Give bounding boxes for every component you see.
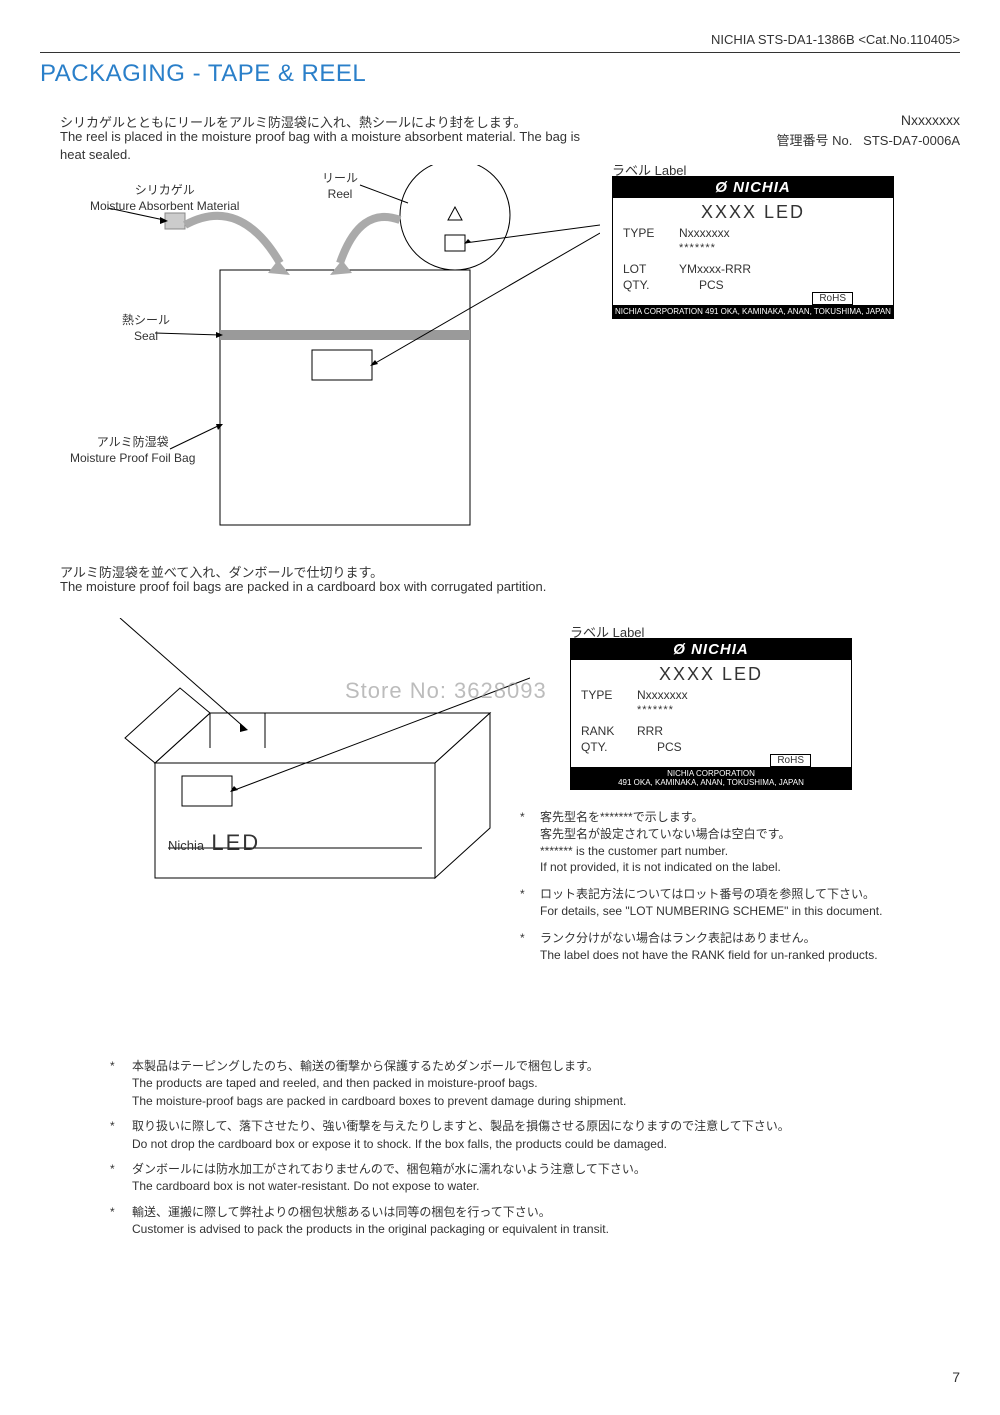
label1-product: XXXX LED xyxy=(613,198,893,225)
label1-qty-val: PCS RoHS xyxy=(679,278,883,304)
label2-rank-val: RRR xyxy=(637,724,841,738)
bottom-note-3: * ダンボールには防水加工がされておりませんので、梱包箱が水に濡れないよう注意し… xyxy=(110,1161,940,1196)
intro-en: The reel is placed in the moisture proof… xyxy=(60,128,600,163)
label1-footer: NICHIA CORPORATION 491 OKA, KAMINAKA, AN… xyxy=(613,305,893,318)
label2-qty-key: QTY. xyxy=(581,740,637,766)
bn4-en: Customer is advised to pack the products… xyxy=(132,1221,940,1238)
label2-qty-val: PCS RoHS xyxy=(637,740,841,766)
label1-lot-key: LOT xyxy=(623,262,679,276)
side-note-3: * ランク分けがない場合はランク表記はありません。 The label does… xyxy=(520,930,960,964)
bn1-jp: 本製品はテーピングしたのち、輸送の衝撃から保護するためダンボールで梱包します。 xyxy=(132,1058,940,1075)
bn3-jp: ダンボールには防水加工がされておりませんので、梱包箱が水に濡れないよう注意して下… xyxy=(132,1161,940,1178)
header-doc-ref: NICHIA STS-DA1-1386B <Cat.No.110405> xyxy=(711,32,960,47)
page-number: 7 xyxy=(952,1369,960,1385)
label1-type-val: Nxxxxxxx******* xyxy=(679,226,883,254)
nichia-label-2: Ø NICHIA XXXX LED TYPE Nxxxxxxx******* R… xyxy=(570,638,852,790)
mgmt-no-label: 管理番号 No. xyxy=(776,133,852,148)
label2-type-val: Nxxxxxxx******* xyxy=(637,688,841,716)
label2-rohs: RoHS xyxy=(770,754,811,767)
mgmt-no: 管理番号 No. STS-DA7-0006A xyxy=(776,130,960,149)
diagram-bag-svg xyxy=(60,165,600,535)
bn4-jp: 輸送、運搬に際して弊社よりの梱包状態あるいは同等の梱包を行って下さい。 xyxy=(132,1204,940,1221)
bn3-en: The cardboard box is not water-resistant… xyxy=(132,1178,940,1195)
side-note-1: * 客先型名を*******で示します。 客先型名が設定されていない場合は空白で… xyxy=(520,809,960,876)
label2-type-key: TYPE xyxy=(581,688,637,716)
seal-jp: 熱シール xyxy=(122,313,170,329)
side-note-2: * ロット表記方法についてはロット番号の項を参照して下さい。 For detai… xyxy=(520,886,960,920)
bn2-en: Do not drop the cardboard box or expose … xyxy=(132,1136,940,1153)
mgmt-no-value: STS-DA7-0006A xyxy=(863,133,960,148)
seal-label: 熱シール Seal xyxy=(122,313,170,344)
label1-rohs: RoHS xyxy=(812,292,853,305)
diagram-box-svg xyxy=(100,618,530,908)
header-divider xyxy=(40,52,960,53)
reel-en: Reel xyxy=(322,187,358,203)
sn1-jp: 客先型名を*******で示します。 客先型名が設定されていない場合は空白です。 xyxy=(540,809,960,843)
box-led: LED xyxy=(211,830,260,855)
label2-product: XXXX LED xyxy=(571,660,851,687)
bn2-jp: 取り扱いに際して、落下させたり、強い衝撃を与えたりしますと、製品を損傷させる原因… xyxy=(132,1118,940,1135)
label1-type-key: TYPE xyxy=(623,226,679,254)
side-notes: * 客先型名を*******で示します。 客先型名が設定されていない場合は空白で… xyxy=(520,809,960,973)
bn1-en: The products are taped and reeled, and t… xyxy=(132,1075,940,1110)
product-code: Nxxxxxxx xyxy=(901,112,960,128)
silica-jp: シリカゲル xyxy=(90,183,239,199)
reel-jp: リール xyxy=(322,171,358,187)
label1-lot-val: YMxxxx-RRR xyxy=(679,262,883,276)
section2-en: The moisture proof foil bags are packed … xyxy=(60,578,546,596)
bag-jp: アルミ防湿袋 xyxy=(70,435,195,451)
label1-qty-key: QTY. xyxy=(623,278,679,304)
diagram-box: Nichia LED xyxy=(100,618,530,908)
bag-label: アルミ防湿袋 Moisture Proof Foil Bag xyxy=(70,435,195,466)
label2-rank-key: RANK xyxy=(581,724,637,738)
label2-footer: NICHIA CORPORATION491 OKA, KAMINAKA, ANA… xyxy=(571,767,851,789)
nichia-label-1: Ø NICHIA XXXX LED TYPE Nxxxxxxx******* L… xyxy=(612,176,894,319)
diagram-bag: シリカゲル Moisture Absorbent Material リール Re… xyxy=(60,165,600,535)
box-brand-text: Nichia LED xyxy=(168,830,260,856)
bag-en: Moisture Proof Foil Bag xyxy=(70,451,195,467)
sn3-en: The label does not have the RANK field f… xyxy=(540,947,960,964)
seal-en: Seal xyxy=(122,329,170,345)
section-title: PACKAGING - TAPE & REEL xyxy=(40,60,366,88)
bottom-note-4: * 輸送、運搬に際して弊社よりの梱包状態あるいは同等の梱包を行って下さい。 Cu… xyxy=(110,1204,940,1239)
sn2-en: For details, see "LOT NUMBERING SCHEME" … xyxy=(540,903,960,920)
reel-label: リール Reel xyxy=(322,171,358,202)
bottom-note-1: * 本製品はテーピングしたのち、輸送の衝撃から保護するためダンボールで梱包します… xyxy=(110,1058,940,1110)
sn1-en: ******* is the customer part number. If … xyxy=(540,843,960,877)
bottom-notes: * 本製品はテーピングしたのち、輸送の衝撃から保護するためダンボールで梱包します… xyxy=(110,1058,940,1247)
sn3-jp: ランク分けがない場合はランク表記はありません。 xyxy=(540,930,960,947)
silica-label: シリカゲル Moisture Absorbent Material xyxy=(90,183,239,214)
label1-brand: Ø NICHIA xyxy=(613,177,893,198)
box-brand: Nichia xyxy=(168,838,204,853)
label2-brand: Ø NICHIA xyxy=(571,639,851,660)
silica-en: Moisture Absorbent Material xyxy=(90,199,239,215)
bottom-note-2: * 取り扱いに際して、落下させたり、強い衝撃を与えたりしますと、製品を損傷させる… xyxy=(110,1118,940,1153)
sn2-jp: ロット表記方法についてはロット番号の項を参照して下さい。 xyxy=(540,886,960,903)
watermark: Store No: 3628093 xyxy=(345,678,547,704)
